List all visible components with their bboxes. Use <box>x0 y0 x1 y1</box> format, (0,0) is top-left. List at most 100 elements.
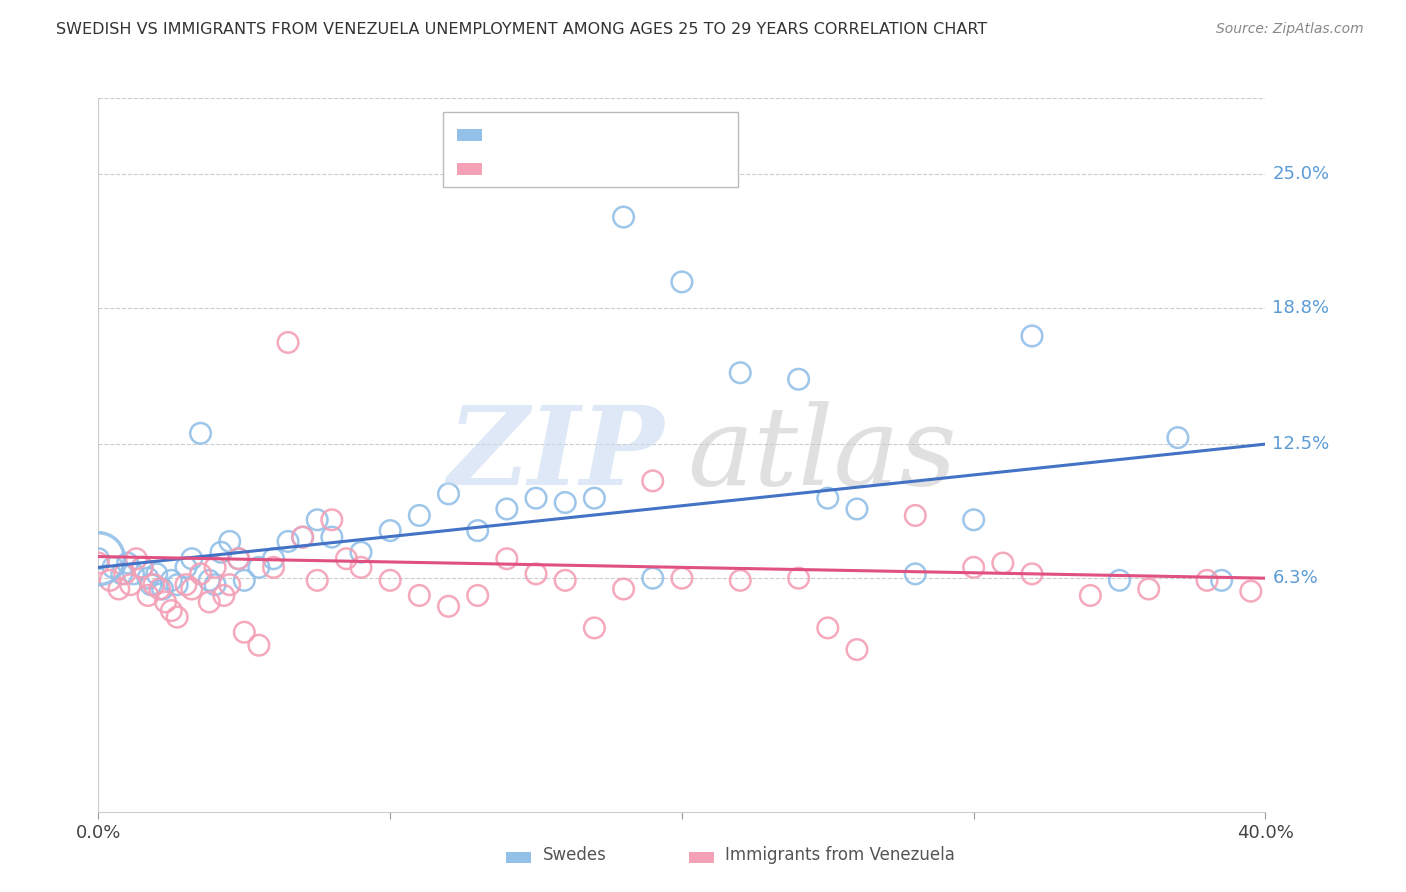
Point <box>212 589 235 603</box>
Point <box>904 508 927 523</box>
Point <box>87 551 110 566</box>
Point <box>524 566 547 581</box>
Point <box>166 577 188 591</box>
Point <box>87 551 110 566</box>
Point <box>524 491 547 505</box>
Point <box>554 574 576 588</box>
Point <box>87 556 110 570</box>
Point <box>495 502 517 516</box>
Text: Source: ZipAtlas.com: Source: ZipAtlas.com <box>1216 22 1364 37</box>
Point <box>152 582 174 596</box>
Point <box>198 595 221 609</box>
Point <box>1080 589 1102 603</box>
Point <box>120 577 142 591</box>
Point <box>612 582 634 596</box>
Point <box>136 589 159 603</box>
Point <box>307 513 329 527</box>
Text: N = 49: N = 49 <box>605 122 666 140</box>
Text: SWEDISH VS IMMIGRANTS FROM VENEZUELA UNEMPLOYMENT AMONG AGES 25 TO 29 YEARS CORR: SWEDISH VS IMMIGRANTS FROM VENEZUELA UNE… <box>56 22 987 37</box>
Text: ZIP: ZIP <box>447 401 665 508</box>
Point <box>198 574 221 588</box>
Point <box>495 551 517 566</box>
Text: Swedes: Swedes <box>543 846 606 863</box>
Point <box>233 625 256 640</box>
Point <box>728 366 751 380</box>
Point <box>277 335 299 350</box>
Point <box>321 513 343 527</box>
Text: 0.326: 0.326 <box>534 122 586 140</box>
Point <box>307 574 329 588</box>
Point <box>1195 574 1218 588</box>
Point <box>1167 431 1189 445</box>
Point <box>146 566 169 581</box>
Point <box>262 560 284 574</box>
Text: Immigrants from Venezuela: Immigrants from Venezuela <box>725 846 955 863</box>
Point <box>467 589 489 603</box>
Point <box>131 560 153 574</box>
Point <box>155 595 177 609</box>
Point <box>277 534 299 549</box>
Point <box>350 560 373 574</box>
Point <box>817 491 839 505</box>
Point <box>142 577 165 591</box>
Point <box>437 487 460 501</box>
Point <box>671 571 693 585</box>
Point <box>209 545 232 559</box>
Text: 18.8%: 18.8% <box>1272 299 1329 317</box>
Point <box>641 571 664 585</box>
Point <box>131 560 153 574</box>
Point <box>904 566 927 581</box>
Point <box>247 638 270 652</box>
Point <box>247 560 270 574</box>
Point <box>180 582 202 596</box>
Point <box>1240 584 1263 599</box>
Point <box>262 551 284 566</box>
Point <box>125 551 148 566</box>
Text: atlas: atlas <box>688 401 957 508</box>
Point <box>180 551 202 566</box>
Point <box>174 560 197 574</box>
Point <box>467 524 489 538</box>
Point <box>218 577 240 591</box>
Text: 12.5%: 12.5% <box>1272 435 1330 453</box>
Point <box>817 621 839 635</box>
Point <box>787 372 810 386</box>
Point <box>139 577 162 591</box>
Point <box>1137 582 1160 596</box>
Point <box>233 574 256 588</box>
Point <box>378 524 402 538</box>
Text: 6.3%: 6.3% <box>1272 569 1317 587</box>
Point <box>845 502 868 516</box>
Point <box>1021 329 1043 343</box>
Point <box>228 551 250 566</box>
Point <box>101 560 124 574</box>
Point <box>583 491 606 505</box>
Point <box>321 530 343 544</box>
Point <box>378 574 402 588</box>
Point <box>136 571 159 585</box>
Point <box>962 560 984 574</box>
Point <box>583 621 606 635</box>
Point <box>437 599 460 614</box>
Point <box>98 574 121 588</box>
Point <box>291 530 314 544</box>
Point <box>554 495 576 509</box>
Text: 25.0%: 25.0% <box>1272 165 1330 183</box>
Point <box>350 545 373 559</box>
Point <box>190 426 212 441</box>
Point <box>335 551 357 566</box>
Text: R =: R = <box>494 156 524 174</box>
Point <box>149 582 172 596</box>
Point <box>962 513 984 527</box>
Point <box>787 571 810 585</box>
Text: N = 53: N = 53 <box>605 156 666 174</box>
Point <box>845 642 868 657</box>
Point <box>160 574 183 588</box>
Point <box>991 556 1014 570</box>
Point <box>671 275 693 289</box>
Text: -0.070: -0.070 <box>534 156 593 174</box>
Point <box>111 566 134 581</box>
Text: R =: R = <box>494 122 524 140</box>
Point <box>204 577 226 591</box>
Point <box>108 582 131 596</box>
